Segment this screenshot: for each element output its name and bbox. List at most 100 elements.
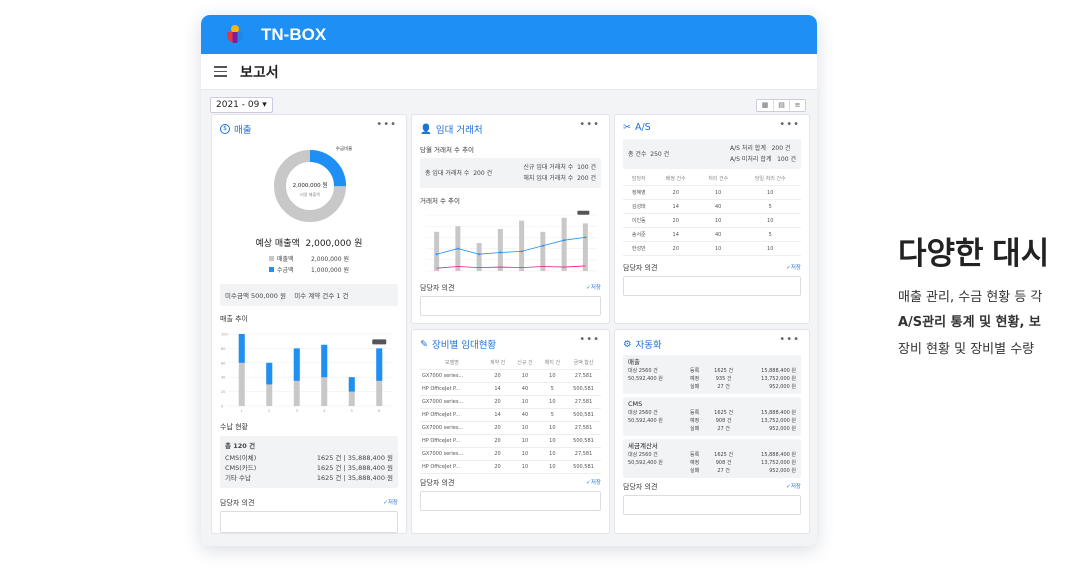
table-cell: HP OfficeJet P... (420, 382, 484, 396)
table-cell: HP OfficeJet P... (420, 434, 484, 448)
table-cell: HP OfficeJet P... (420, 460, 484, 474)
table-cell: 10 (696, 241, 740, 256)
table-cell: 10 (511, 460, 539, 474)
line-end (436, 265, 586, 269)
expected-value: 2,000,000 원 (305, 239, 363, 249)
table-cell: 27,581 (566, 447, 601, 461)
point-new (478, 253, 481, 256)
bar-clients (519, 220, 525, 271)
menu-icon[interactable] (214, 66, 227, 77)
sales-card: $ 매출 ••• 2,000,000 원 비용 매출액 수금비율 예상 매출액 2… (211, 114, 407, 534)
collect-box: 총 120 건 CMS(이체) 1625 건 | 35,888,400 원 CMS… (220, 436, 398, 488)
automation-section: 매출 대상 2560 건 50,592,400 원 등록 1625 건 15,888,40… (623, 355, 801, 394)
bar-clients (476, 243, 482, 271)
bar-clients (434, 231, 440, 271)
brand-name: TN-BOX (261, 24, 327, 44)
collect-amount: 35,888,400 원 (347, 454, 393, 462)
table-cell: 14 (654, 227, 697, 242)
table-cell: 40 (511, 408, 539, 422)
table-cell: 500,581 (566, 382, 601, 396)
section-cell: 1625 건 (714, 368, 734, 374)
table-cell: 40 (511, 382, 539, 396)
total-count: 대상 2560 건 (628, 452, 658, 458)
lease-chart-title: 거래처 수 추이 (420, 197, 461, 205)
table-cell: 10 (538, 421, 567, 435)
memo-input[interactable] (220, 511, 398, 533)
user-icon: 👤 (420, 123, 432, 135)
x-tick: 1 (241, 409, 243, 413)
save-button[interactable]: ✓저장 (383, 500, 398, 506)
more-icon[interactable]: ••• (376, 119, 397, 130)
table-row: HP OfficeJet P... 14 40 5 500,581 (420, 408, 601, 422)
bar-collected (376, 348, 383, 381)
column-header: 배정 건수 (654, 172, 697, 186)
save-button[interactable]: ✓저장 (586, 480, 601, 486)
save-button[interactable]: ✓저장 (786, 265, 801, 271)
section-cell: 실패 (690, 426, 700, 432)
sales-legend: 매출액 2,000,000 원 수금액 1,000,000 원 (269, 254, 349, 276)
memo-input[interactable] (623, 276, 801, 296)
table-cell: 5 (739, 199, 801, 214)
table-cell: 20 (654, 185, 697, 200)
more-icon[interactable]: ••• (779, 119, 800, 130)
section-cell: 등록 (690, 368, 700, 374)
section-row: 예정 935 건 13,752,000 원 (690, 375, 796, 383)
legend-swatch (269, 256, 274, 261)
more-icon[interactable]: ••• (579, 334, 600, 345)
grid-view-icon[interactable]: ▦ (761, 100, 769, 109)
section-cell: 실패 (690, 384, 700, 390)
bar-collected (266, 362, 273, 385)
memo-input[interactable] (623, 495, 801, 515)
table-cell: 27,581 (566, 421, 601, 435)
table-cell: 한성만 (623, 241, 655, 256)
table-cell: 5 (538, 408, 567, 422)
section-cell: 15,888,400 원 (761, 368, 796, 374)
line-new (436, 237, 586, 255)
point-new (541, 244, 544, 247)
collect-name: CMS(이체) (225, 454, 257, 462)
list-view-icon[interactable]: ≡ (789, 99, 805, 111)
save-button[interactable]: ✓저장 (586, 285, 601, 291)
expected-label: 예상 매출액 (255, 239, 300, 249)
collect-amount: 35,888,400 원 (347, 464, 393, 472)
collect-row: CMS(카드) 1625 건 | 35,888,400 원 (225, 464, 393, 472)
collect-row: CMS(이체) 1625 건 | 35,888,400 원 (225, 454, 393, 462)
table-cell: 27,581 (566, 369, 601, 383)
lease-end: 200 건 (577, 175, 596, 182)
unpaid-box: 미수금액 500,000 원 미수 계약 건수 1 건 (220, 284, 398, 306)
lease-new-label: 신규 임대 거래처 수 (523, 164, 574, 171)
table-row: 정혜영 20 10 10 (623, 185, 801, 200)
table-cell: 40 (696, 227, 740, 242)
table-cell: 10 (511, 395, 539, 409)
lease-subtitle: 당월 거래처 수 추이 (420, 146, 475, 154)
table-cell: 20 (654, 241, 697, 256)
save-button[interactable]: ✓저장 (786, 484, 801, 490)
section-total: 대상 2560 건 50,592,400 원 (628, 367, 690, 391)
donut-tag: 수금비율 (336, 145, 353, 152)
tooltip-marker (372, 339, 387, 345)
legend-swatch (269, 267, 274, 272)
more-icon[interactable]: ••• (779, 334, 800, 345)
table-cell: 10 (538, 460, 567, 474)
controls-bar: 2021 - 09 ▾ ▦ ▤ ≡ (201, 93, 817, 117)
y-tick: 100 (221, 333, 228, 337)
as-table: 담당자 배정 건수 처리 건수 당일 처리 건수 정혜영 20 10 10 김성태 14 40 5 이인… (623, 172, 801, 256)
section-title: 세금계산서 (628, 442, 658, 450)
date-select[interactable]: 2021 - 09 ▾ (210, 97, 273, 113)
section-cell: 등록 (690, 410, 700, 416)
memo-input[interactable] (420, 296, 601, 316)
section-title: 매출 (628, 358, 640, 366)
more-icon[interactable]: ••• (579, 119, 600, 130)
as-title: A/S (634, 122, 651, 133)
point-new (520, 250, 523, 253)
section-cell: 13,752,000 원 (761, 460, 796, 466)
table-header: 모델명 계약 건 신규 건 해지 건 금액 합산 (420, 356, 601, 370)
column-header: 계약 건 (483, 356, 512, 370)
section-body: 대상 2560 건 50,592,400 원 등록 1625 건 15,888,400 … (628, 367, 796, 391)
split-view-icon[interactable]: ▤ (773, 99, 789, 111)
memo-input[interactable] (420, 491, 601, 511)
memo-label: 담당자 의견 (623, 264, 658, 272)
section-cell: 15,888,400 원 (761, 452, 796, 458)
table-cell: 10 (739, 213, 801, 228)
